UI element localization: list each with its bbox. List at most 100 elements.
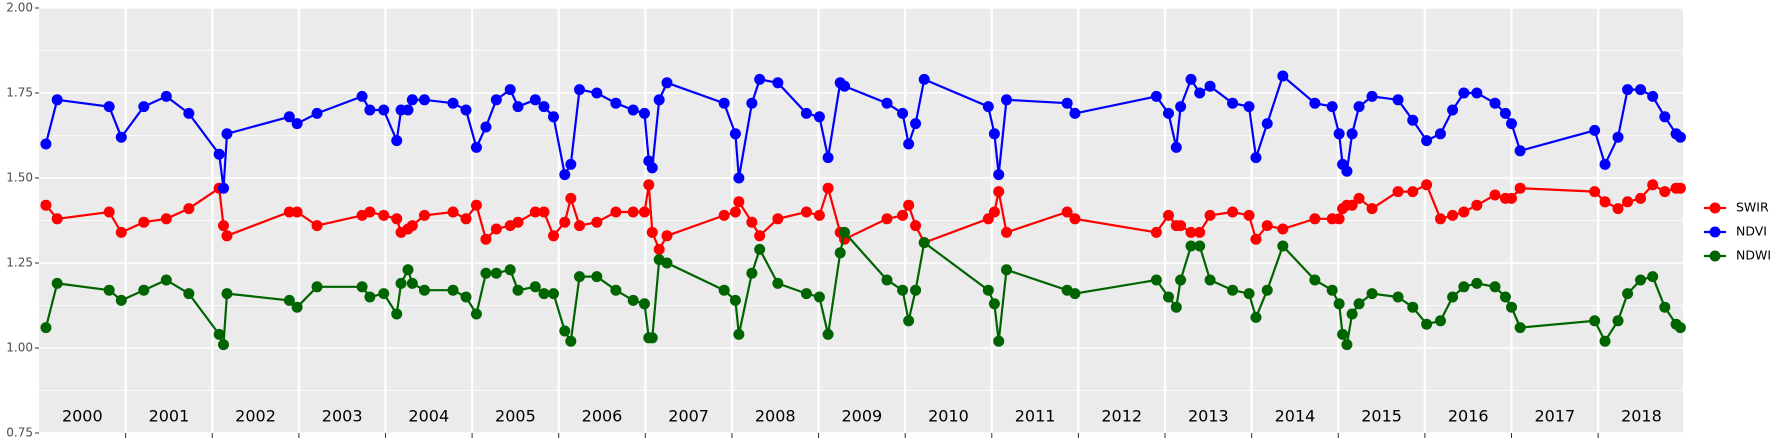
year-label: 2018 bbox=[1621, 407, 1662, 426]
point bbox=[1150, 274, 1162, 286]
point bbox=[1599, 196, 1611, 208]
point bbox=[1599, 158, 1611, 170]
point bbox=[646, 162, 658, 174]
year-label: 2012 bbox=[1101, 407, 1142, 426]
point bbox=[217, 182, 229, 194]
year-label: 2017 bbox=[1534, 407, 1575, 426]
point bbox=[800, 288, 812, 300]
point bbox=[1175, 101, 1187, 113]
point bbox=[1243, 101, 1255, 113]
point bbox=[460, 291, 472, 303]
year-label: 2005 bbox=[495, 407, 536, 426]
point bbox=[1589, 315, 1601, 327]
point bbox=[470, 199, 482, 211]
point bbox=[993, 335, 1005, 347]
point bbox=[746, 216, 758, 228]
point bbox=[40, 138, 52, 150]
y-tick-label: 2.00 bbox=[6, 1, 33, 15]
point bbox=[291, 301, 303, 313]
point bbox=[813, 291, 825, 303]
point bbox=[183, 203, 195, 215]
point bbox=[103, 284, 115, 296]
point bbox=[772, 77, 784, 89]
year-label: 2014 bbox=[1275, 407, 1316, 426]
point bbox=[529, 206, 541, 218]
point bbox=[910, 118, 922, 130]
point bbox=[40, 199, 52, 211]
point bbox=[490, 223, 502, 235]
point bbox=[490, 94, 502, 106]
point bbox=[573, 84, 585, 96]
y-tick-label: 1.25 bbox=[6, 256, 33, 270]
point bbox=[1341, 339, 1353, 351]
point bbox=[1635, 84, 1647, 96]
point bbox=[733, 196, 745, 208]
point bbox=[718, 97, 730, 109]
point bbox=[559, 216, 571, 228]
point bbox=[718, 209, 730, 221]
point bbox=[1635, 192, 1647, 204]
point bbox=[1599, 335, 1611, 347]
point bbox=[418, 209, 430, 221]
point bbox=[391, 135, 403, 147]
point bbox=[1326, 101, 1338, 113]
point bbox=[1353, 298, 1365, 310]
point bbox=[573, 220, 585, 232]
point bbox=[565, 335, 577, 347]
point bbox=[470, 141, 482, 153]
point bbox=[1612, 203, 1624, 215]
point bbox=[1505, 301, 1517, 313]
point bbox=[221, 128, 233, 140]
point bbox=[1471, 199, 1483, 211]
point bbox=[661, 77, 673, 89]
point bbox=[1175, 220, 1187, 232]
point bbox=[490, 267, 502, 279]
point bbox=[548, 230, 560, 242]
point bbox=[291, 206, 303, 218]
point bbox=[1514, 182, 1526, 194]
year-label: 2008 bbox=[755, 407, 796, 426]
point bbox=[754, 73, 766, 85]
point bbox=[1333, 213, 1345, 225]
y-tick-label: 1.75 bbox=[6, 86, 33, 100]
point bbox=[1612, 315, 1624, 327]
point bbox=[772, 277, 784, 289]
point bbox=[1227, 97, 1239, 109]
point bbox=[1505, 118, 1517, 130]
point bbox=[1277, 70, 1289, 82]
point bbox=[1162, 291, 1174, 303]
point bbox=[638, 298, 650, 310]
point bbox=[1366, 288, 1378, 300]
point bbox=[1471, 277, 1483, 289]
point bbox=[480, 233, 492, 245]
point bbox=[1261, 284, 1273, 296]
point bbox=[418, 284, 430, 296]
point bbox=[627, 294, 639, 306]
point bbox=[356, 90, 368, 102]
point bbox=[283, 111, 295, 123]
point bbox=[1204, 80, 1216, 92]
point bbox=[1392, 94, 1404, 106]
legend-label: SWIR bbox=[1736, 200, 1769, 215]
point bbox=[1346, 308, 1358, 320]
point bbox=[183, 107, 195, 119]
point bbox=[565, 158, 577, 170]
point bbox=[800, 107, 812, 119]
legend-key-point bbox=[1709, 250, 1721, 262]
point bbox=[103, 206, 115, 218]
point bbox=[1499, 291, 1511, 303]
point bbox=[213, 148, 225, 160]
point bbox=[643, 179, 655, 191]
point bbox=[1612, 131, 1624, 143]
point bbox=[1407, 186, 1419, 198]
point bbox=[1204, 209, 1216, 221]
point bbox=[988, 298, 1000, 310]
point bbox=[138, 216, 150, 228]
point bbox=[1204, 274, 1216, 286]
point bbox=[470, 308, 482, 320]
point bbox=[103, 101, 115, 113]
point bbox=[754, 230, 766, 242]
point bbox=[1175, 274, 1187, 286]
point bbox=[160, 274, 172, 286]
point bbox=[311, 220, 323, 232]
